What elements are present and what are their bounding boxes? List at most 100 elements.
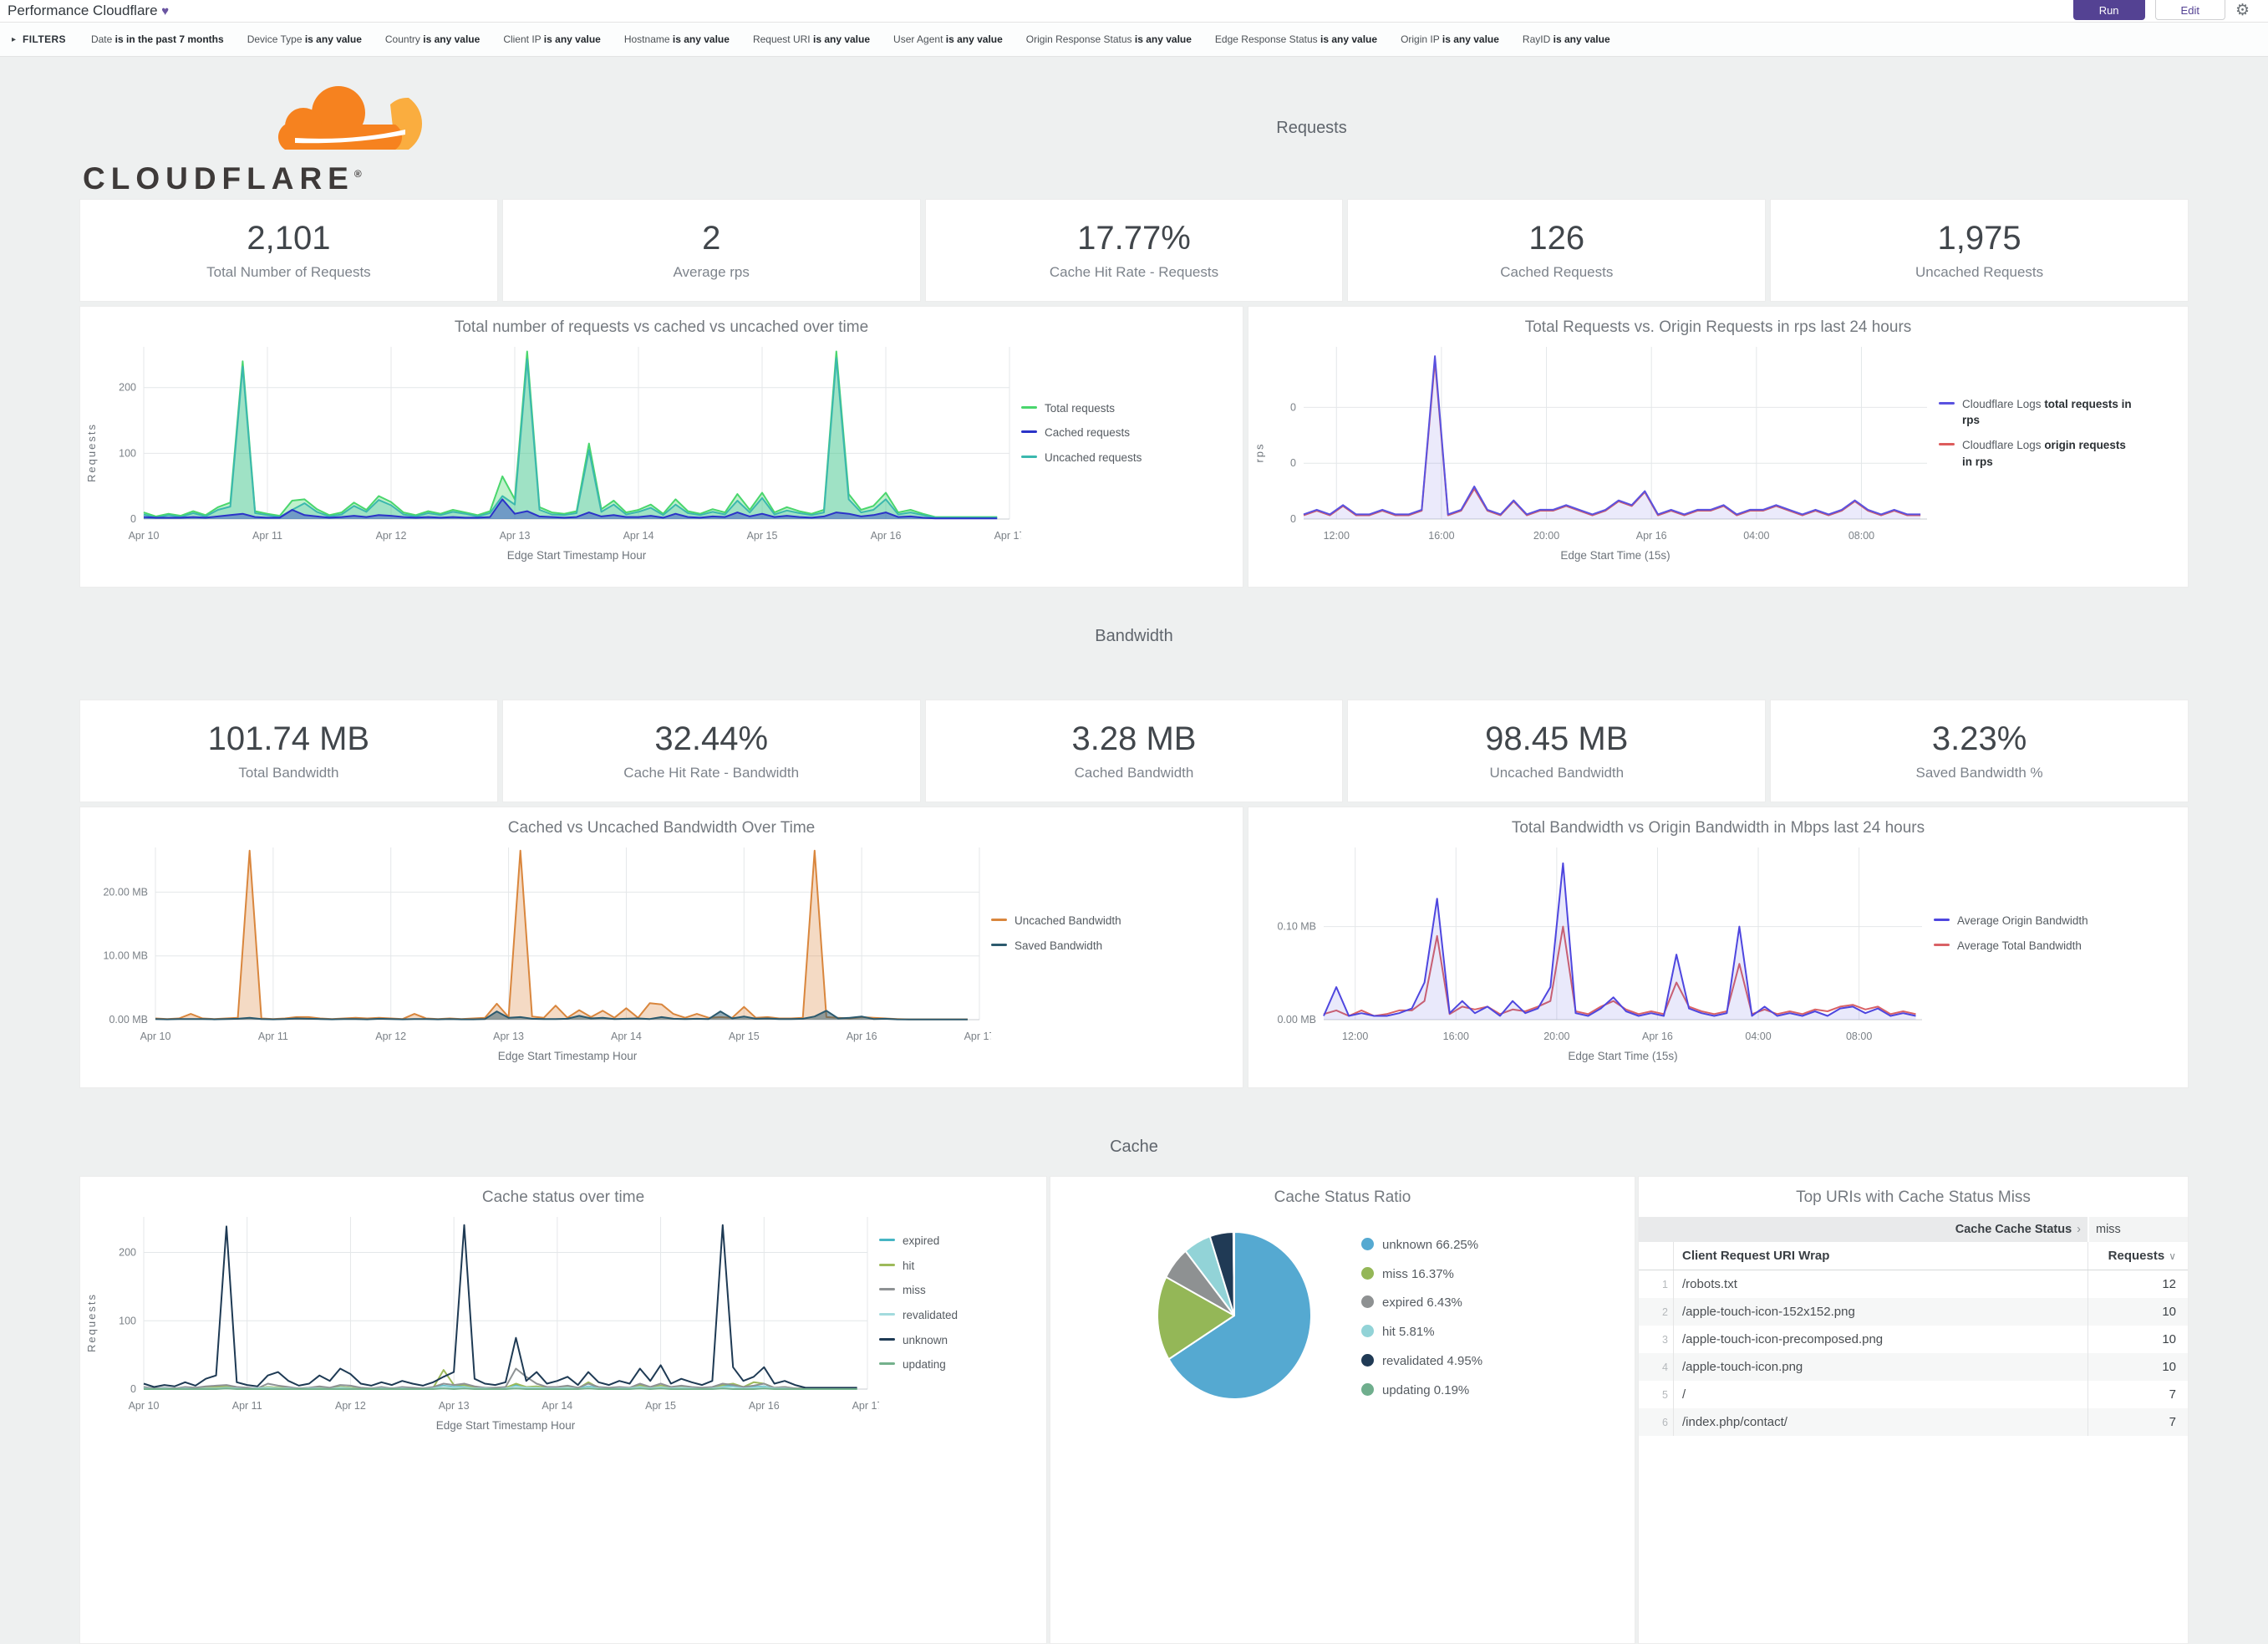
legend-item[interactable]: expired 6.43% bbox=[1361, 1294, 1482, 1312]
svg-text:Edge Start Timestamp Hour: Edge Start Timestamp Hour bbox=[436, 1419, 576, 1432]
cache-status-over-time-chart[interactable]: Apr 10 Apr 11 Apr 12 Apr 13 Apr 14 Apr 15 Apr … bbox=[102, 1209, 882, 1436]
filter-item[interactable]: Device Type is any value bbox=[247, 33, 362, 45]
table-row[interactable]: 5 / 7 bbox=[1639, 1381, 2188, 1408]
requests-cell[interactable]: 10 bbox=[2087, 1353, 2188, 1381]
chart-title: Cached vs Uncached Bandwidth Over Time bbox=[507, 819, 816, 837]
bandwidth-over-time-chart[interactable]: Apr 10 Apr 11 Apr 12 Apr 13 Apr 14 Apr 15 Apr … bbox=[80, 839, 994, 1066]
svg-text:08:00: 08:00 bbox=[1846, 1031, 1872, 1042]
requests-cell[interactable]: 7 bbox=[2087, 1381, 2188, 1408]
legend-swatch-icon bbox=[1021, 430, 1037, 434]
filters-label[interactable]: FILTERS bbox=[23, 33, 66, 45]
legend-item[interactable]: Average Origin Bandwidth bbox=[1934, 913, 2088, 929]
cache-status-ratio-pie[interactable] bbox=[1151, 1227, 1318, 1408]
svg-text:0: 0 bbox=[1290, 457, 1296, 469]
svg-text:0.00 MB: 0.00 MB bbox=[109, 1014, 148, 1026]
legend-item[interactable]: updating bbox=[879, 1356, 958, 1373]
legend-label: revalidated 4.95% bbox=[1382, 1353, 1483, 1368]
uri-cell[interactable]: /apple-touch-icon-152x152.png bbox=[1682, 1305, 1855, 1319]
chart-title: Cache status over time bbox=[481, 1188, 645, 1206]
edit-button[interactable]: Edit bbox=[2154, 0, 2225, 20]
requests-over-time-chart[interactable]: Apr 10 Apr 11 Apr 12 Apr 13 Apr 14 Apr 15 Apr … bbox=[102, 338, 1025, 566]
legend-swatch-icon bbox=[991, 919, 1007, 922]
uri-column-header[interactable]: Client Request URI Wrap bbox=[1682, 1249, 1830, 1263]
filter-item[interactable]: Origin Response Status is any value bbox=[1025, 33, 1192, 45]
pivot-value-cell[interactable]: miss bbox=[2087, 1217, 2188, 1242]
uri-cell[interactable]: /apple-touch-icon-precomposed.png bbox=[1682, 1332, 1884, 1346]
filter-item[interactable]: User Agent is any value bbox=[893, 33, 1003, 45]
legend-item[interactable]: revalidated bbox=[879, 1307, 958, 1324]
rps-last-24h-chart[interactable]: 12:00 16:00 20:00 Apr 16 04:00 08:00 0 0 0 Edge S… bbox=[1270, 338, 1939, 566]
svg-text:0: 0 bbox=[1290, 401, 1296, 413]
legend-item[interactable]: expired bbox=[879, 1233, 958, 1250]
chart-title: Total number of requests vs cached vs un… bbox=[454, 318, 869, 336]
filter-item[interactable]: Client IP is any value bbox=[503, 33, 601, 45]
legend-swatch-icon bbox=[879, 1263, 895, 1266]
legend-label: expired bbox=[903, 1234, 940, 1248]
legend-swatch-icon bbox=[879, 1239, 895, 1242]
legend-label: Saved Bandwidth bbox=[1014, 939, 1103, 952]
svg-text:04:00: 04:00 bbox=[1743, 530, 1769, 542]
table-row[interactable]: 4/apple-touch-icon.png 10 bbox=[1639, 1353, 2188, 1381]
chart-title: Cache Status Ratio bbox=[1274, 1188, 1411, 1206]
requests-cell[interactable]: 12 bbox=[2087, 1270, 2188, 1298]
requests-column-header[interactable]: Requests ∨ bbox=[2087, 1242, 2188, 1270]
table-row[interactable]: 3/apple-touch-icon-precomposed.png 10 bbox=[1639, 1326, 2188, 1353]
chart-legend: Average Origin Bandwidth Average Total Ba… bbox=[1934, 839, 2088, 1066]
section-title-requests: Requests bbox=[1276, 118, 1347, 137]
svg-text:10.00 MB: 10.00 MB bbox=[103, 950, 148, 962]
legend-item[interactable]: unknown 66.25% bbox=[1361, 1236, 1482, 1255]
filter-item[interactable]: RayID is any value bbox=[1522, 33, 1610, 45]
uri-cell[interactable]: /robots.txt bbox=[1682, 1277, 1737, 1291]
kpi-label: Average rps bbox=[673, 264, 750, 280]
legend-label: unknown bbox=[903, 1333, 948, 1346]
pivot-field-label[interactable]: Cache Cache Status › bbox=[1639, 1217, 2087, 1242]
filter-item[interactable]: Hostname is any value bbox=[623, 33, 730, 45]
uri-cell[interactable]: / bbox=[1682, 1387, 1686, 1402]
run-button[interactable]: Run bbox=[2072, 0, 2145, 20]
legend-item[interactable]: updating 0.19% bbox=[1361, 1382, 1482, 1400]
mbps-last-24h-chart[interactable]: 12:00 16:00 20:00 Apr 16 04:00 08:00 0.00 MB 0.… bbox=[1248, 839, 1934, 1066]
legend-swatch-icon bbox=[879, 1288, 895, 1291]
legend-swatch-icon bbox=[1361, 1382, 1374, 1396]
filter-item[interactable]: Origin IP is any value bbox=[1401, 33, 1499, 45]
y-axis-label: Requests bbox=[84, 1292, 98, 1352]
filter-item[interactable]: Edge Response Status is any value bbox=[1214, 33, 1378, 45]
legend-item[interactable]: miss 16.37% bbox=[1361, 1265, 1482, 1284]
legend-item[interactable]: Average Total Bandwidth bbox=[1934, 938, 2088, 954]
legend-item[interactable]: Uncached requests bbox=[1021, 450, 1142, 466]
legend-item[interactable]: Uncached Bandwidth bbox=[991, 913, 1121, 929]
requests-cell[interactable]: 10 bbox=[2087, 1326, 2188, 1353]
uri-cell[interactable]: /apple-touch-icon.png bbox=[1682, 1360, 1803, 1374]
table-row[interactable]: 2/apple-touch-icon-152x152.png 10 bbox=[1639, 1298, 2188, 1326]
legend-swatch-icon bbox=[991, 944, 1007, 946]
uri-cell[interactable]: /index.php/contact/ bbox=[1682, 1415, 1787, 1429]
filter-item[interactable]: Request URI is any value bbox=[752, 33, 871, 45]
legend-item[interactable]: Cloudflare Logs total requests in rps bbox=[1939, 396, 2138, 429]
table-row[interactable]: 1/robots.txt 12 bbox=[1639, 1270, 2188, 1298]
kpi-label: Cache Hit Rate - Bandwidth bbox=[623, 765, 800, 781]
requests-cell[interactable]: 7 bbox=[2087, 1408, 2188, 1436]
svg-text:Apr 10: Apr 10 bbox=[129, 1400, 160, 1412]
registered-mark: ® bbox=[353, 168, 362, 180]
legend-item[interactable]: miss bbox=[879, 1282, 958, 1299]
legend-item[interactable]: hit 5.81% bbox=[1361, 1323, 1482, 1341]
kpi-label: Total Number of Requests bbox=[206, 264, 371, 280]
settings-gear-icon[interactable]: ⚙ bbox=[2235, 2, 2250, 19]
legend-item[interactable]: Cloudflare Logs origin requests in rps bbox=[1939, 437, 2138, 470]
legend-item[interactable]: Saved Bandwidth bbox=[991, 938, 1121, 954]
table-row[interactable]: 6/index.php/contact/7 bbox=[1639, 1408, 2188, 1436]
table-header-row: Client Request URI Wrap Requests ∨ bbox=[1639, 1242, 2188, 1270]
svg-text:Apr 15: Apr 15 bbox=[747, 530, 778, 542]
legend-item[interactable]: hit bbox=[879, 1258, 958, 1275]
requests-cell[interactable]: 10 bbox=[2087, 1298, 2188, 1326]
panel-cache-status-over-time: Cache status over time Requests Apr 10 Ap… bbox=[79, 1176, 1047, 1644]
legend-item[interactable]: Cached requests bbox=[1021, 425, 1142, 441]
filters-expander-icon[interactable]: ▸ bbox=[12, 34, 17, 44]
chart-legend: expired hit miss revalidated unknown updating bbox=[879, 1209, 958, 1436]
legend-item[interactable]: revalidated 4.95% bbox=[1361, 1352, 1482, 1371]
legend-item[interactable]: unknown bbox=[879, 1332, 958, 1349]
legend-item[interactable]: Total requests bbox=[1021, 400, 1142, 417]
panel-requests-over-time: Total number of requests vs cached vs un… bbox=[79, 306, 1243, 588]
filter-item[interactable]: Country is any value bbox=[384, 33, 481, 45]
filter-item[interactable]: Date is in the past 7 months bbox=[90, 33, 224, 45]
